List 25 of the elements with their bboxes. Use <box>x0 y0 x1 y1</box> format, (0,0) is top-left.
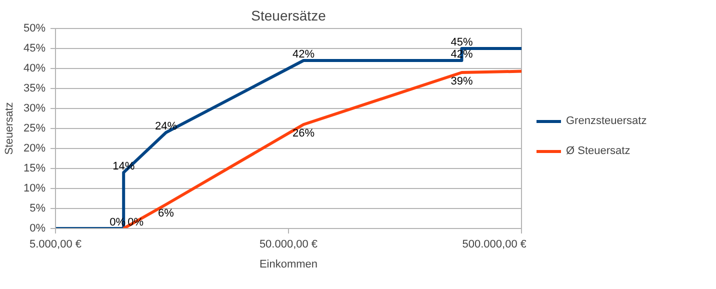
chart-title: Steuersätze <box>251 8 326 24</box>
y-tick-label: 5% <box>30 202 46 214</box>
data-label: 42% <box>292 48 315 60</box>
x-tick-label: 500.000,00 € <box>462 238 527 250</box>
y-tick-label: 30% <box>23 102 46 114</box>
y-tick-label: 25% <box>23 122 46 134</box>
y-tick-label: 45% <box>23 42 46 54</box>
y-tick-label: 15% <box>23 162 46 174</box>
y-tick-label: 20% <box>23 142 46 154</box>
x-tick-label: 5.000,00 € <box>30 238 82 250</box>
x-tick-label: 50.000,00 € <box>259 238 318 250</box>
data-label: 45% <box>450 36 473 48</box>
y-tick-label: 0% <box>30 222 46 234</box>
y-tick-label: 40% <box>23 62 46 74</box>
legend-label: Grenzsteuersatz <box>566 115 647 127</box>
y-tick-label: 50% <box>23 22 46 34</box>
data-label: 39% <box>450 76 473 88</box>
data-label: 24% <box>154 120 178 132</box>
y-tick-label: 10% <box>23 182 46 194</box>
data-label: 26% <box>292 128 315 140</box>
data-label: 6% <box>158 208 174 220</box>
y-tick-label: 35% <box>23 82 46 94</box>
y-axis-title: Steuersatz <box>3 102 16 155</box>
x-axis-title: Einkommen <box>259 258 318 270</box>
legend-label: Ø Steuersatz <box>566 145 630 157</box>
